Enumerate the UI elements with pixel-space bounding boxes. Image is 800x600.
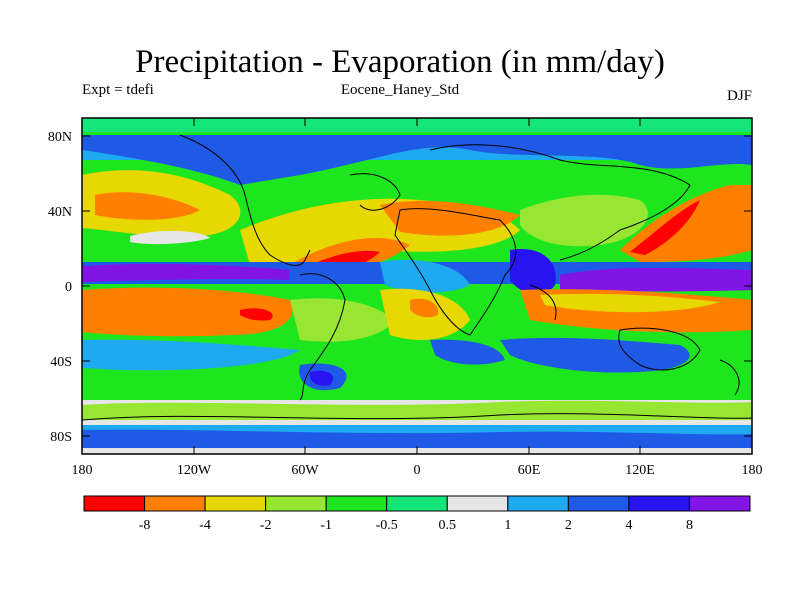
colorbar: -8 -4 -2 -1 -0.5 0.5 1 2 4 8 <box>83 495 751 533</box>
pe-field <box>82 118 752 454</box>
colorbar-label: 4 <box>625 518 632 533</box>
lat-tick-label: 40S <box>50 355 72 370</box>
colorbar-swatch <box>628 495 690 512</box>
colorbar-label: 8 <box>686 518 693 533</box>
lon-tick-label: 60E <box>518 463 541 478</box>
colorbar-label: 2 <box>565 518 572 533</box>
colorbar-label: -0.5 <box>376 518 398 533</box>
colorbar-label: -1 <box>320 518 332 533</box>
colorbar-swatch <box>204 495 267 512</box>
lon-tick-label: 120W <box>177 463 212 478</box>
run-name-label: Eocene_Haney_Std <box>340 82 460 98</box>
coastlines <box>82 134 752 421</box>
colorbar-label: 1 <box>504 518 511 533</box>
colorbar-label: -4 <box>199 518 211 533</box>
colorbar-swatch <box>265 495 327 512</box>
lon-tick-label: 60W <box>291 463 319 478</box>
colorbar-swatch <box>688 495 751 512</box>
colorbar-swatch <box>386 495 448 512</box>
lon-tick-label: 180 <box>742 463 763 478</box>
colorbar-label: 0.5 <box>439 518 457 533</box>
colorbar-swatch <box>325 495 388 512</box>
colorbar-label: -2 <box>260 518 272 533</box>
colorbar-swatch <box>83 495 146 512</box>
colorbar-swatch <box>567 495 630 512</box>
lon-tick-label: 0 <box>414 463 421 478</box>
lon-tick-label: 180 <box>72 463 93 478</box>
lat-tick-label: 0 <box>65 280 72 295</box>
season-label: DJF <box>726 88 752 104</box>
lat-tick-label: 40N <box>48 205 72 220</box>
colorbar-label: -8 <box>139 518 151 533</box>
colorbar-swatch <box>446 495 509 512</box>
colorbar-swatch <box>507 495 569 512</box>
plot-title: Precipitation - Evaporation (in mm/day) <box>135 44 665 80</box>
lon-tick-label: 120E <box>625 463 655 478</box>
experiment-label: Expt = tdefi <box>82 82 154 98</box>
lat-tick-label: 80S <box>50 430 72 445</box>
colorbar-swatch <box>144 495 206 512</box>
lat-tick-label: 80N <box>48 130 72 145</box>
